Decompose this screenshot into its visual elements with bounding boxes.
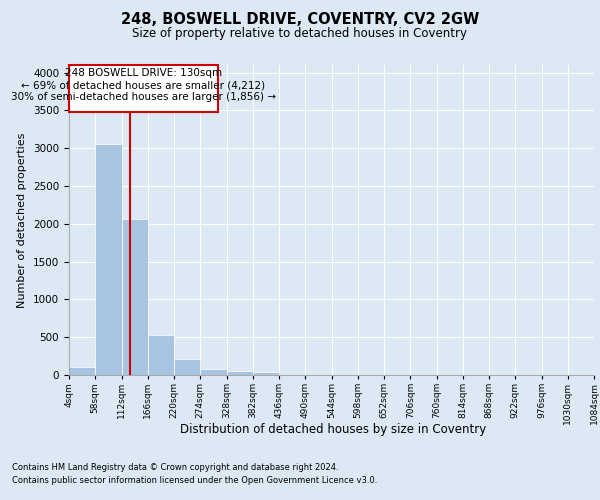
Bar: [148, 335, 174, 375]
Bar: [227, 371, 253, 375]
Bar: [253, 372, 279, 375]
Text: Distribution of detached houses by size in Coventry: Distribution of detached houses by size …: [180, 422, 486, 436]
Y-axis label: Number of detached properties: Number of detached properties: [17, 132, 28, 308]
Bar: [174, 359, 200, 375]
Text: 30% of semi-detached houses are larger (1,856) →: 30% of semi-detached houses are larger (…: [11, 92, 276, 102]
Bar: [121, 219, 148, 375]
Text: 248 BOSWELL DRIVE: 130sqm: 248 BOSWELL DRIVE: 130sqm: [65, 68, 222, 78]
Text: Contains HM Land Registry data © Crown copyright and database right 2024.: Contains HM Land Registry data © Crown c…: [12, 462, 338, 471]
Bar: [200, 369, 227, 375]
Bar: [69, 368, 95, 375]
Text: Contains public sector information licensed under the Open Government Licence v3: Contains public sector information licen…: [12, 476, 377, 485]
Text: ← 69% of detached houses are smaller (4,212): ← 69% of detached houses are smaller (4,…: [22, 80, 265, 90]
Text: 248, BOSWELL DRIVE, COVENTRY, CV2 2GW: 248, BOSWELL DRIVE, COVENTRY, CV2 2GW: [121, 12, 479, 28]
Text: Size of property relative to detached houses in Coventry: Size of property relative to detached ho…: [133, 28, 467, 40]
Bar: [95, 144, 121, 375]
